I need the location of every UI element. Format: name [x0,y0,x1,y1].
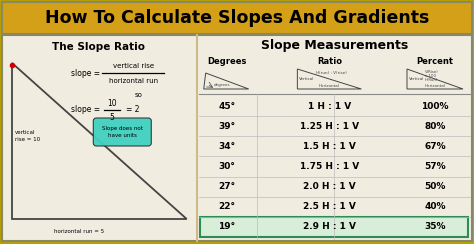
Text: = 2: = 2 [126,105,140,114]
Text: 22°: 22° [218,202,235,211]
Text: Ratio: Ratio [317,57,342,65]
Text: The Slope Ratio: The Slope Ratio [52,42,145,52]
Text: 1.5 H : 1 V: 1.5 H : 1 V [303,142,356,151]
Text: 100%: 100% [421,102,449,111]
Text: horizontal run = 5: horizontal run = 5 [55,229,104,234]
Text: 2.0 H : 1 V: 2.0 H : 1 V [303,182,356,191]
Text: 30°: 30° [218,162,235,171]
Text: degrees: degrees [214,83,230,87]
Text: 80%: 80% [424,122,446,131]
Text: 10: 10 [108,99,117,108]
FancyBboxPatch shape [2,2,472,34]
Text: Percent: Percent [417,57,454,65]
Text: vertical rise: vertical rise [113,63,154,69]
Text: 1 H : 1 V: 1 H : 1 V [308,102,351,111]
Text: Horizontal: Horizontal [425,84,446,88]
Text: 40%: 40% [424,202,446,211]
Text: 50%: 50% [424,182,446,191]
Text: 39°: 39° [218,122,235,131]
Text: Slope Measurements: Slope Measurements [261,40,408,52]
Text: H(run) : V(rise): H(run) : V(rise) [316,71,346,75]
Text: 35%: 35% [424,223,446,231]
Text: V(Rise): V(Rise) [425,70,439,74]
Text: 34°: 34° [218,142,235,151]
Text: 19°: 19° [218,223,235,231]
Text: Vertical: Vertical [409,77,424,81]
Text: 1.75 H : 1 V: 1.75 H : 1 V [300,162,359,171]
Text: 57%: 57% [424,162,446,171]
Text: vertical
rise = 10: vertical rise = 10 [15,130,40,142]
Text: Horizontal: Horizontal [319,84,340,88]
Text: 45°: 45° [218,102,235,111]
Text: slope =: slope = [71,69,100,78]
Text: H(Run): H(Run) [425,78,438,82]
FancyBboxPatch shape [200,217,468,236]
Text: 1.25 H : 1 V: 1.25 H : 1 V [300,122,359,131]
Text: 5: 5 [110,112,115,122]
Text: 67%: 67% [424,142,446,151]
Text: slope =: slope = [71,105,100,114]
FancyBboxPatch shape [2,35,472,241]
Text: How To Calculate Slopes And Gradients: How To Calculate Slopes And Gradients [45,9,429,27]
Text: Degrees: Degrees [207,57,246,65]
Text: Slope does not
have units: Slope does not have units [102,126,143,138]
Text: 2.9 H : 1 V: 2.9 H : 1 V [303,223,356,231]
FancyBboxPatch shape [93,118,151,146]
Text: 27°: 27° [218,182,235,191]
Text: x 100: x 100 [425,74,436,78]
Text: Vertical: Vertical [300,77,315,81]
Text: 2.5 H : 1 V: 2.5 H : 1 V [303,202,356,211]
Text: so: so [134,92,142,98]
Text: horizontal run: horizontal run [109,78,158,84]
